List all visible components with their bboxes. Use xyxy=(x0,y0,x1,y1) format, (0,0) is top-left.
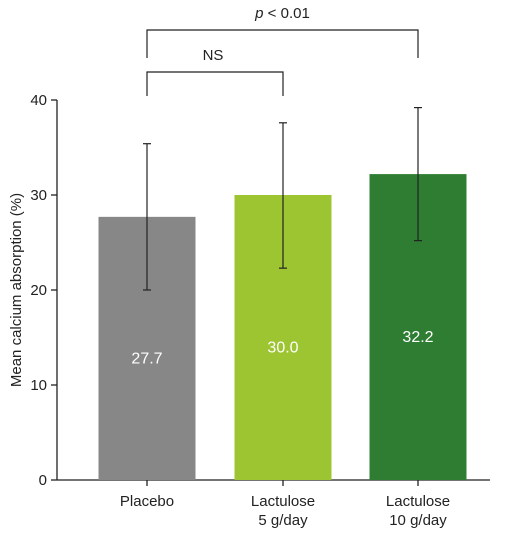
bar-value-label: 32.2 xyxy=(402,329,433,346)
y-tick-label: 20 xyxy=(30,282,47,299)
x-tick-label: Lactulose xyxy=(386,493,450,510)
significance-label: NS xyxy=(203,47,224,64)
significance-label: p < 0.01 xyxy=(254,5,310,22)
y-tick-label: 10 xyxy=(30,377,47,394)
x-tick-label: Lactulose xyxy=(251,493,315,510)
y-tick-label: 30 xyxy=(30,187,47,204)
significance-bracket xyxy=(146,71,284,96)
x-tick-label: Placebo xyxy=(120,493,174,510)
x-tick-label: 5 g/day xyxy=(258,512,308,529)
y-tick-label: 40 xyxy=(30,92,47,109)
bar-value-label: 30.0 xyxy=(267,340,298,357)
error-bars xyxy=(143,106,422,291)
y-axis-title: Mean calcium absorption (%) xyxy=(8,193,25,387)
y-tick-label: 0 xyxy=(39,472,47,489)
axes: 0 10 20 30 40 Placebo Lactulose 5 g/day Lactulos… xyxy=(30,92,490,529)
significance-brackets: NS p < 0.01 xyxy=(146,5,419,96)
significance-bracket xyxy=(146,29,419,58)
x-tick-label: 10 g/day xyxy=(389,512,447,529)
bar-value-label: 27.7 xyxy=(131,350,162,367)
